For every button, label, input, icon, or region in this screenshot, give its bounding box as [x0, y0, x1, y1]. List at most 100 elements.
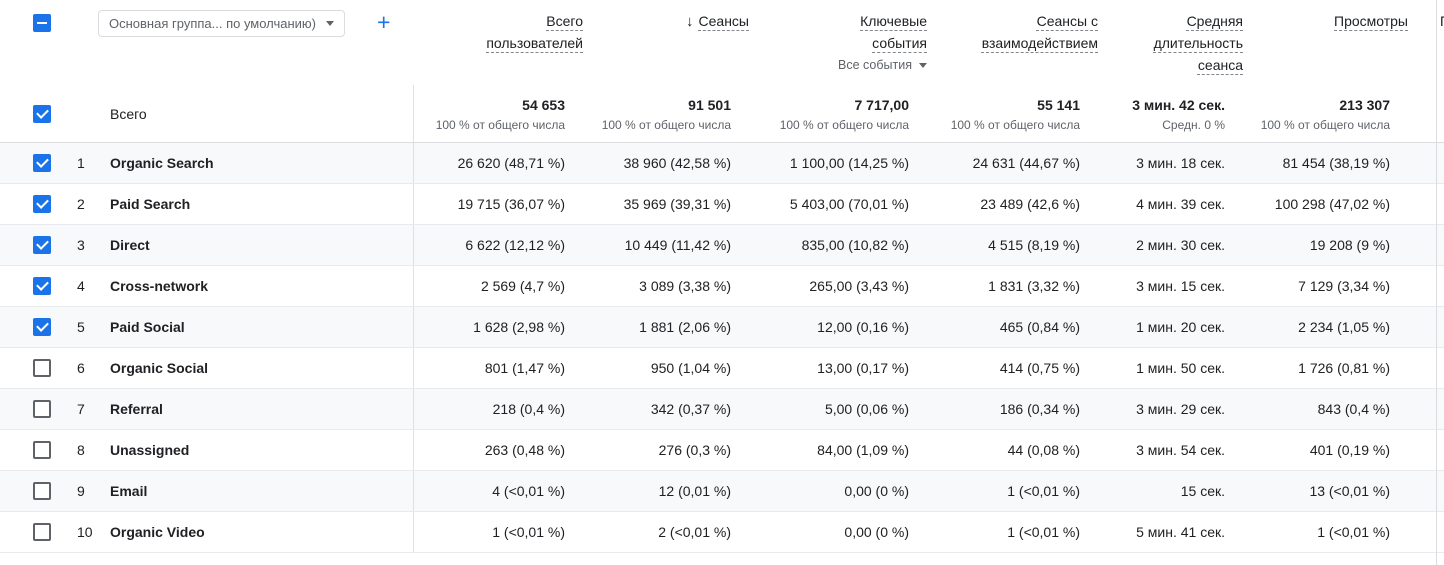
- row-dimension: Unassigned: [100, 430, 414, 470]
- metric-cell: 12 (0,01 %): [658, 483, 731, 499]
- row-number: 6: [77, 360, 85, 376]
- table-row: 7 Referral 218 (0,4 %) 342 (0,37 %) 5,00 (0,…: [0, 389, 1444, 430]
- row-number: 4: [77, 278, 85, 294]
- totals-checkbox-cell: [0, 85, 56, 142]
- metric-cell: 835,00 (10,82 %): [801, 237, 909, 253]
- row-number: 7: [77, 401, 85, 417]
- metric-cell: 6 622 (12,12 %): [465, 237, 565, 253]
- totals-metric-cell: 7 717,00 100 % от общего числа: [746, 85, 924, 142]
- metric-cell: 4 мин. 39 сек.: [1136, 196, 1225, 212]
- row-checkbox-cell: [0, 184, 56, 224]
- row-checkbox[interactable]: [33, 277, 51, 295]
- metric-cell: 414 (0,75 %): [999, 360, 1080, 376]
- events-filter-dropdown[interactable]: Все события: [838, 58, 927, 72]
- row-checkbox[interactable]: [33, 400, 51, 418]
- totals-subtext: Средн. 0 %: [1162, 117, 1225, 132]
- select-all-checkbox[interactable]: [33, 14, 51, 32]
- metric-cell: 5 мин. 41 сек.: [1136, 524, 1225, 540]
- column-header-sessions[interactable]: ↓ Сеансы: [598, 0, 764, 85]
- metric-cell: 1 628 (2,98 %): [473, 319, 565, 335]
- table-header: Основная группа... по умолчанию) + Всего…: [0, 0, 1444, 85]
- column-label: Ключевые события: [860, 13, 927, 51]
- column-label: Просмотры: [1334, 13, 1408, 29]
- metric-cell: 3 мин. 54 сек.: [1136, 442, 1225, 458]
- dimension-selector-dropdown[interactable]: Основная группа... по умолчанию): [98, 10, 345, 37]
- metric-cell: 84,00 (1,09 %): [817, 442, 909, 458]
- row-checkbox[interactable]: [33, 195, 51, 213]
- row-dimension: Direct: [100, 225, 414, 265]
- row-checkbox-cell: [0, 266, 56, 306]
- row-dimension: Paid Social: [100, 307, 414, 347]
- row-checkbox[interactable]: [33, 318, 51, 336]
- totals-checkbox[interactable]: [33, 104, 51, 123]
- row-checkbox-cell: [0, 471, 56, 511]
- metric-cell: 401 (0,19 %): [1309, 442, 1390, 458]
- metric-cell: 2 234 (1,05 %): [1298, 319, 1390, 335]
- table-row: 3 Direct 6 622 (12,12 %) 10 449 (11,42 %) 83…: [0, 225, 1444, 266]
- metric-cell: 44 (0,08 %): [1007, 442, 1080, 458]
- metric-cell: 2 (<0,01 %): [658, 524, 731, 540]
- table-row: 10 Organic Video 1 (<0,01 %) 2 (<0,01 %) 0,0…: [0, 512, 1444, 553]
- dimension-selector-label: Основная группа... по умолчанию): [109, 16, 317, 31]
- totals-metric-cell: 3 мин. 42 сек. Средн. 0 %: [1095, 85, 1240, 142]
- metric-cell: 0,00 (0 %): [844, 483, 909, 499]
- totals-number-cell: [56, 85, 100, 142]
- metric-cell: 3 089 (3,38 %): [639, 278, 731, 294]
- row-dimension: Referral: [100, 389, 414, 429]
- metric-cell: 10 449 (11,42 %): [624, 237, 731, 253]
- totals-label: Всего: [100, 85, 414, 142]
- metric-cell: 5,00 (0,06 %): [824, 401, 909, 417]
- row-checkbox[interactable]: [33, 441, 51, 459]
- metric-cell: 1 мин. 20 сек.: [1136, 319, 1225, 335]
- row-number: 8: [77, 442, 85, 458]
- table-row: 5 Paid Social 1 628 (2,98 %) 1 881 (2,06 %)…: [0, 307, 1444, 348]
- row-dimension: Cross-network: [100, 266, 414, 306]
- metric-cell: 1 (<0,01 %): [1007, 524, 1080, 540]
- metric-cell: 38 960 (42,58 %): [623, 155, 731, 171]
- metric-cell: 263 (0,48 %): [484, 442, 565, 458]
- row-checkbox[interactable]: [33, 154, 51, 172]
- row-checkbox-cell: [0, 348, 56, 388]
- row-number: 5: [77, 319, 85, 335]
- metric-cell: 4 (<0,01 %): [492, 483, 565, 499]
- row-dimension: Email: [100, 471, 414, 511]
- totals-value: 55 141: [1037, 96, 1080, 113]
- table-row: 2 Paid Search 19 715 (36,07 %) 35 969 (39,3…: [0, 184, 1444, 225]
- column-label: Сеансы с взаимодействием: [981, 13, 1098, 51]
- totals-subtext: 100 % от общего числа: [435, 117, 565, 132]
- totals-value: 7 717,00: [854, 96, 910, 113]
- row-checkbox[interactable]: [33, 482, 51, 500]
- column-header-avg-session-duration[interactable]: Средняя длительность сеанса: [1113, 0, 1258, 85]
- partial-column-header: П: [1440, 13, 1444, 29]
- column-label: Сеансы: [698, 13, 749, 29]
- column-header-engaged-sessions[interactable]: Сеансы с взаимодействием: [942, 0, 1113, 85]
- metric-cell: 24 631 (44,67 %): [972, 155, 1080, 171]
- metric-cell: 950 (1,04 %): [650, 360, 731, 376]
- column-header-key-events[interactable]: Ключевые события Все события: [764, 0, 942, 85]
- column-header-views[interactable]: Просмотры: [1258, 0, 1423, 85]
- totals-value: 54 653: [522, 96, 565, 113]
- row-checkbox[interactable]: [33, 236, 51, 254]
- metric-cell: 186 (0,34 %): [999, 401, 1080, 417]
- row-checkbox[interactable]: [33, 359, 51, 377]
- table-row: 6 Organic Social 801 (1,47 %) 950 (1,04 %) 1…: [0, 348, 1444, 389]
- row-number: 1: [77, 155, 85, 171]
- table-row: 9 Email 4 (<0,01 %) 12 (0,01 %) 0,00 (0 %) 1 …: [0, 471, 1444, 512]
- metric-cell: 2 569 (4,7 %): [480, 278, 565, 294]
- metric-cell: 342 (0,37 %): [650, 401, 731, 417]
- table-row: 4 Cross-network 2 569 (4,7 %) 3 089 (3,38 %…: [0, 266, 1444, 307]
- metric-cell: 5 403,00 (70,01 %): [789, 196, 909, 212]
- totals-subtext: 100 % от общего числа: [601, 117, 731, 132]
- add-dimension-button[interactable]: +: [377, 9, 391, 35]
- totals-row: Всего 54 653 100 % от общего числа 91 501 1…: [0, 85, 1444, 143]
- metric-cell: 3 мин. 18 сек.: [1136, 155, 1225, 171]
- metric-cell: 13 (<0,01 %): [1309, 483, 1390, 499]
- metric-cell: 265,00 (3,43 %): [809, 278, 909, 294]
- metric-cell: 1 (<0,01 %): [1007, 483, 1080, 499]
- metric-cell: 7 129 (3,34 %): [1298, 278, 1390, 294]
- table-row: 1 Organic Search 26 620 (48,71 %) 38 960 (4…: [0, 143, 1444, 184]
- column-header-total-users[interactable]: Всего пользователей: [432, 0, 598, 85]
- row-checkbox[interactable]: [33, 523, 51, 541]
- totals-metric-cell: 55 141 100 % от общего числа: [924, 85, 1095, 142]
